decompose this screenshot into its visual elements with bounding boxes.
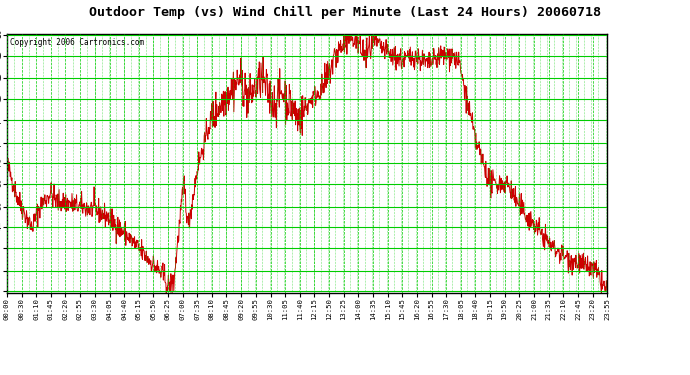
- Text: Copyright 2006 Cartronics.com: Copyright 2006 Cartronics.com: [10, 38, 144, 46]
- Text: Outdoor Temp (vs) Wind Chill per Minute (Last 24 Hours) 20060718: Outdoor Temp (vs) Wind Chill per Minute …: [89, 6, 601, 19]
